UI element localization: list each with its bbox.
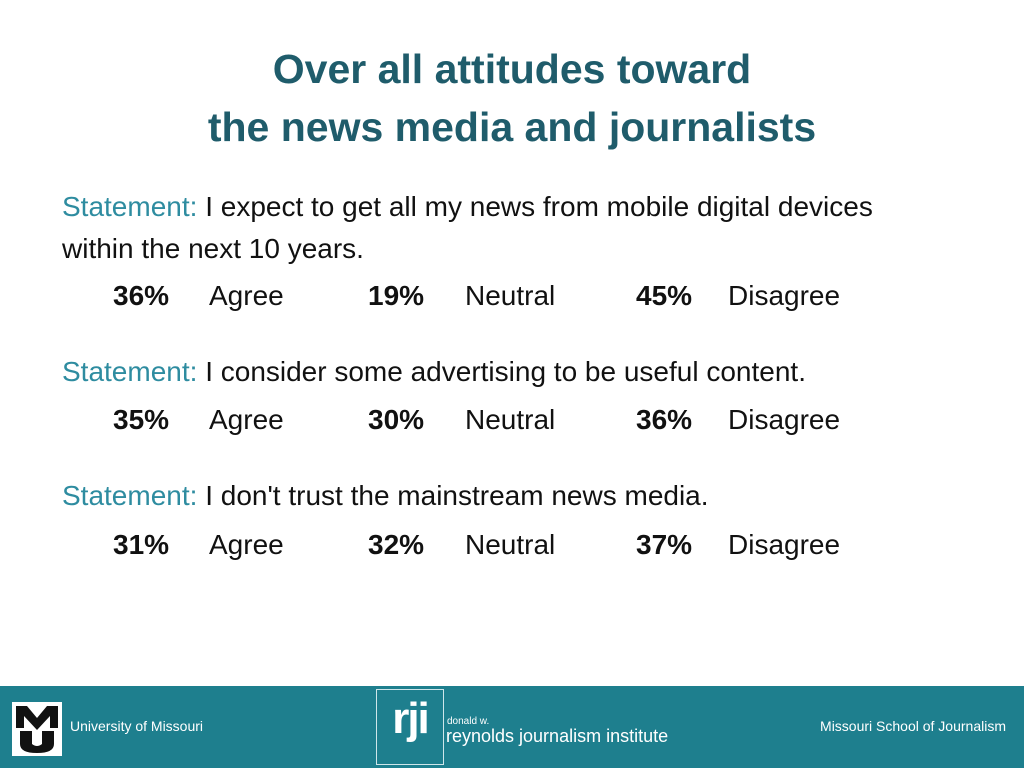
university-name: University of Missouri: [70, 718, 204, 734]
rji-donor-name: donald w.: [447, 716, 490, 727]
disagree-percent: 45%: [636, 280, 693, 311]
disagree-label: Disagree: [728, 280, 841, 311]
neutral-label: Neutral: [465, 404, 556, 435]
statement-2: Statement: I consider some advertising t…: [62, 351, 942, 393]
school-name: Missouri School of Journalism: [820, 718, 1006, 734]
rji-logo: rji: [376, 689, 444, 765]
neutral-label: Neutral: [465, 280, 556, 311]
statement-label: Statement:: [62, 356, 198, 387]
statement-label: Statement:: [62, 191, 198, 222]
slide-title: Over all attitudes toward the news media…: [0, 40, 1024, 156]
rji-mark: rji: [392, 694, 430, 743]
neutral-percent: 30%: [368, 404, 425, 435]
statement-text: I consider some advertising to be useful…: [205, 356, 806, 387]
rji-institute-name: reynolds journalism institute: [446, 726, 669, 746]
statement-3: Statement: I don't trust the mainstream …: [62, 475, 942, 517]
neutral-percent: 32%: [368, 529, 425, 560]
disagree-label: Disagree: [728, 529, 841, 560]
disagree-percent: 37%: [636, 529, 693, 560]
stats-row-1: 36% Agree 19% Neutral 45% Disagree: [0, 276, 1024, 316]
mu-logo-icon: [12, 702, 62, 756]
stats-row-3: 31% Agree 32% Neutral 37% Disagree: [0, 525, 1024, 565]
agree-label: Agree: [209, 404, 284, 435]
title-line-2: the news media and journalists: [207, 104, 817, 150]
statement-label: Statement:: [62, 480, 198, 511]
disagree-label: Disagree: [728, 404, 841, 435]
title-line-1: Over all attitudes toward: [272, 46, 752, 92]
agree-percent: 36%: [113, 280, 170, 311]
neutral-label: Neutral: [465, 529, 556, 560]
agree-label: Agree: [209, 529, 284, 560]
agree-percent: 31%: [113, 529, 170, 560]
footer-bar: University of Missouri rji donald w. rey…: [0, 686, 1024, 768]
statement-1: Statement: I expect to get all my news f…: [62, 186, 942, 270]
neutral-percent: 19%: [368, 280, 425, 311]
statement-text: I expect to get all my news from mobile …: [62, 191, 873, 264]
agree-label: Agree: [209, 280, 284, 311]
statement-text: I don't trust the mainstream news media.: [205, 480, 709, 511]
disagree-percent: 36%: [636, 404, 693, 435]
stats-row-2: 35% Agree 30% Neutral 36% Disagree: [0, 400, 1024, 440]
agree-percent: 35%: [113, 404, 170, 435]
